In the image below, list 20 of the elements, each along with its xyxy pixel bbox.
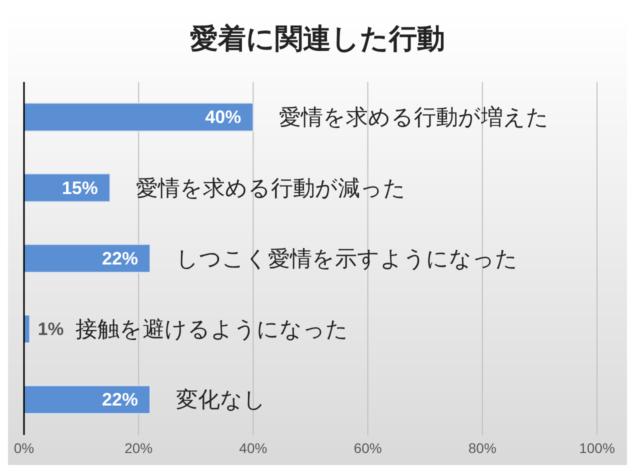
data-label: 1% — [38, 318, 64, 339]
y-tick-label: 変化なし — [176, 387, 266, 412]
x-tick-label: 60% — [354, 440, 382, 456]
x-tick-label: 80% — [468, 440, 496, 456]
chart-title: 愛着に関連した行動 — [189, 22, 446, 56]
data-label: 22% — [102, 390, 138, 410]
y-tick-label: 接触を避けるようになった — [76, 316, 349, 342]
x-tick-label: 40% — [239, 440, 268, 456]
bar — [24, 102, 254, 132]
bar — [24, 385, 151, 414]
bar — [24, 244, 151, 273]
x-tick-label: 100% — [579, 440, 615, 456]
y-tick-label: 愛情を求める行動が減った — [136, 175, 406, 200]
data-label: 40% — [205, 107, 242, 128]
data-label: 15% — [62, 178, 98, 198]
x-tick-label: 20% — [124, 440, 153, 456]
data-label: 22% — [102, 248, 138, 268]
y-tick-label: しつこく愛情を示すようになった — [176, 246, 518, 271]
x-tick-label: 0% — [14, 440, 34, 456]
y-tick-label: 愛情を求める行動が増えた — [279, 104, 550, 130]
